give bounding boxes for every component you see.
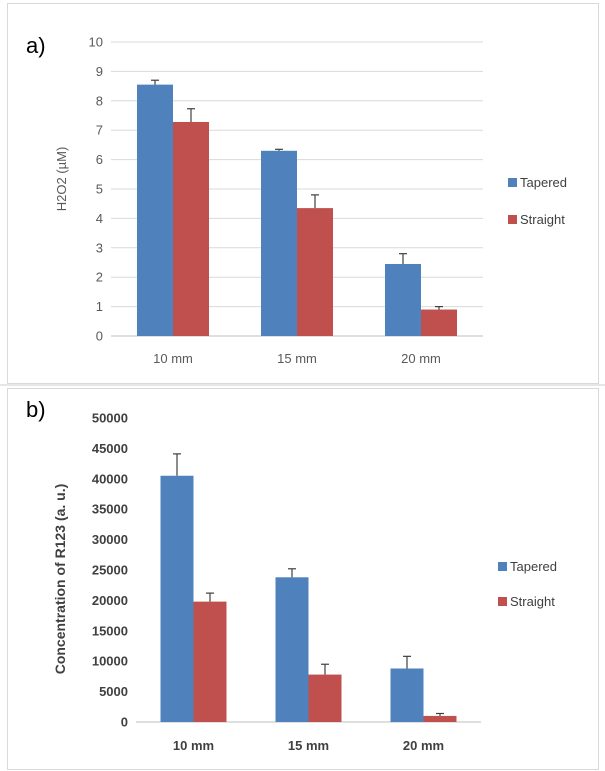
x-tick-label-a: 20 mm: [401, 351, 441, 366]
panel-divider: [0, 384, 605, 386]
bar-a-tapered-3: [385, 263, 421, 336]
y-tick-label-a: 8: [96, 93, 103, 108]
legend-swatch-tapered-b: [498, 562, 507, 571]
y-tick-label-a: 10: [89, 35, 103, 50]
chart-b-svg: b) 0 5000 10000 15000 20000 25000 30000 35000 40…: [26, 397, 557, 753]
bar-a-tapered-2: [261, 150, 297, 336]
y-tick-label-a: 7: [96, 123, 103, 138]
legend-swatch-straight-a: [508, 215, 517, 224]
bar-b-straight-3: [423, 715, 457, 722]
y-axis-title-b: Concentration of R123 (a. u.): [52, 484, 68, 675]
y-tick-label-b: 15000: [92, 623, 128, 638]
panel-label-b: b): [26, 397, 46, 422]
y-tick-label-a: 1: [96, 299, 103, 314]
y-tick-label-a: 0: [96, 329, 103, 344]
legend-swatch-straight-b: [498, 597, 507, 606]
y-axis-title-a: H2O2 (µM): [54, 147, 69, 212]
y-tick-label-a: 2: [96, 270, 103, 285]
x-tick-label-b: 15 mm: [288, 738, 329, 753]
y-tick-label-b: 35000: [92, 502, 128, 517]
y-tick-label-b: 20000: [92, 593, 128, 608]
y-tick-label-a: 5: [96, 182, 103, 197]
bar-b-tapered-2: [275, 577, 309, 722]
x-tick-label-a: 10 mm: [153, 351, 193, 366]
y-tick-label-b: 30000: [92, 532, 128, 547]
x-tick-label-a: 15 mm: [277, 351, 317, 366]
y-tick-label-b: 50000: [92, 411, 128, 426]
legend-swatch-tapered-a: [508, 178, 517, 187]
chart-panel-b: b) 0 5000 10000 15000 20000 25000 30000 35000 40…: [7, 388, 599, 770]
bar-a-tapered-1: [137, 84, 173, 336]
chart-panel-a: a) 0 1 2 3 4 5 6 7 8 9 10 10 mm 15 mm 20 mm H2O2 (µM…: [7, 3, 599, 384]
bar-a-straight-3: [421, 309, 457, 336]
bar-a-straight-1: [173, 121, 209, 336]
y-tick-label-b: 10000: [92, 654, 128, 669]
bar-b-tapered-3: [390, 668, 424, 722]
y-tick-label-a: 3: [96, 240, 103, 255]
y-tick-label-b: 0: [121, 715, 128, 730]
legend-label-straight-b: Straight: [510, 594, 555, 609]
y-tick-label-a: 6: [96, 152, 103, 167]
y-tick-label-a: 4: [96, 211, 103, 226]
bar-b-straight-1: [193, 601, 227, 722]
panel-label-a: a): [26, 33, 46, 58]
y-tick-label-b: 5000: [99, 684, 128, 699]
legend-label-straight-a: Straight: [520, 212, 565, 227]
legend-a: Tapered Straight: [508, 175, 567, 227]
y-tick-label-b: 40000: [92, 471, 128, 486]
legend-label-tapered-b: Tapered: [510, 559, 557, 574]
legend-b: Tapered Straight: [498, 559, 557, 609]
chart-a-svg: a) 0 1 2 3 4 5 6 7 8 9 10 10 mm 15 mm 20 mm H2O2 (µM…: [26, 33, 567, 366]
y-tick-label-a: 9: [96, 64, 103, 79]
y-tick-label-b: 25000: [92, 563, 128, 578]
y-tick-label-b: 45000: [92, 441, 128, 456]
bar-b-straight-2: [308, 674, 342, 722]
bar-b-tapered-1: [160, 475, 194, 722]
x-tick-label-b: 10 mm: [173, 738, 214, 753]
bar-a-straight-2: [297, 208, 333, 336]
legend-label-tapered-a: Tapered: [520, 175, 567, 190]
x-tick-label-b: 20 mm: [403, 738, 444, 753]
